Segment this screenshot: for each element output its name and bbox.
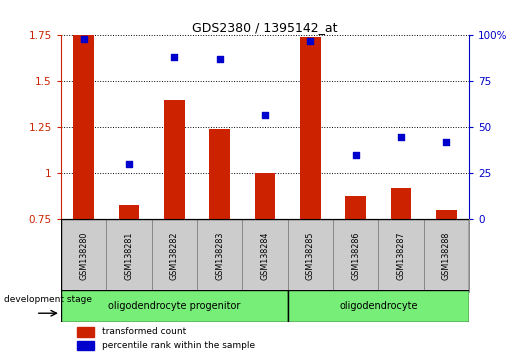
Bar	[197, 219, 242, 292]
Point	[170, 55, 179, 60]
Text: GSM138286: GSM138286	[351, 232, 360, 280]
Text: GSM138287: GSM138287	[396, 232, 405, 280]
Point	[442, 139, 450, 145]
Bar	[288, 219, 333, 292]
Point	[215, 57, 224, 62]
Bar	[288, 290, 469, 322]
Bar	[77, 327, 94, 337]
Text: GSM138284: GSM138284	[261, 232, 269, 280]
Text: GSM138281: GSM138281	[125, 232, 134, 280]
Bar	[107, 219, 152, 292]
Text: GSM138282: GSM138282	[170, 232, 179, 280]
Bar	[152, 219, 197, 292]
Point	[80, 36, 88, 42]
Text: oligodendrocyte progenitor: oligodendrocyte progenitor	[108, 301, 241, 311]
Bar	[164, 100, 184, 219]
Bar	[300, 37, 321, 219]
Bar	[242, 219, 288, 292]
Bar	[255, 173, 275, 219]
Point	[306, 38, 315, 44]
Bar	[423, 219, 469, 292]
Text: GSM138283: GSM138283	[215, 232, 224, 280]
Text: transformed count: transformed count	[102, 327, 186, 336]
Bar	[333, 219, 378, 292]
Bar	[209, 129, 230, 219]
Point	[351, 152, 360, 158]
Bar	[436, 210, 456, 219]
Bar	[346, 195, 366, 219]
Text: percentile rank within the sample: percentile rank within the sample	[102, 341, 255, 350]
Bar	[61, 219, 107, 292]
Title: GDS2380 / 1395142_at: GDS2380 / 1395142_at	[192, 21, 338, 34]
Text: development stage: development stage	[4, 295, 92, 304]
Bar	[391, 188, 411, 219]
Text: GSM138285: GSM138285	[306, 232, 315, 280]
Point	[125, 161, 133, 167]
Bar	[378, 219, 423, 292]
Text: oligodendrocyte: oligodendrocyte	[339, 301, 418, 311]
Point	[397, 134, 405, 139]
Text: GSM138288: GSM138288	[442, 232, 451, 280]
Text: GSM138280: GSM138280	[79, 232, 88, 280]
Bar	[119, 205, 139, 219]
Bar	[61, 290, 288, 322]
Bar	[77, 341, 94, 350]
Bar	[74, 35, 94, 219]
Point	[261, 112, 269, 118]
